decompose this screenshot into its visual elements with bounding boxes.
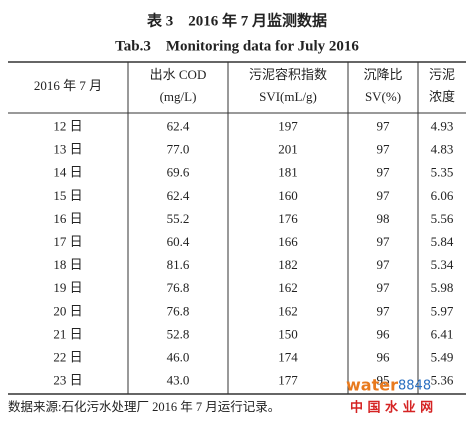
table-cell: 17 日 <box>53 234 82 249</box>
table-cell: 81.6 <box>167 257 190 272</box>
table-cell: 5.84 <box>431 234 454 249</box>
table-cell: 197 <box>278 119 298 134</box>
table-cell: 6.06 <box>431 188 454 203</box>
table-cell: 15 日 <box>53 188 82 203</box>
table-cell: 5.49 <box>431 350 454 365</box>
header-cell: 污泥容积指数 <box>249 67 327 82</box>
table-cell: 18 日 <box>53 257 82 272</box>
table-cell: 62.4 <box>167 188 190 203</box>
table-cell: 162 <box>278 303 298 318</box>
header-cell: SV(%) <box>365 89 401 104</box>
header-cell: 2016 年 7 月 <box>34 78 102 93</box>
table-cell: 97 <box>377 119 391 134</box>
table-cell: 97 <box>377 188 391 203</box>
table-cell: 177 <box>278 373 298 388</box>
table-cell: 6.41 <box>431 326 454 341</box>
table-cell: 166 <box>278 234 298 249</box>
table-cell: 20 日 <box>53 303 82 318</box>
table-cell: 13 日 <box>53 142 82 157</box>
header-cell: 出水 COD <box>150 67 207 82</box>
table-cell: 23 日 <box>53 373 82 388</box>
table-cell: 201 <box>278 142 298 157</box>
table-cell: 97 <box>377 165 391 180</box>
table-cell: 19 日 <box>53 280 82 295</box>
table-cell: 55.2 <box>167 211 190 226</box>
source-note: 数据来源:石化污水处理厂 2016 年 7 月运行记录。 <box>8 399 280 414</box>
table-cell: 97 <box>377 280 391 295</box>
table-cell: 5.35 <box>431 165 454 180</box>
table-cell: 5.34 <box>431 257 454 272</box>
header-cell: 沉降比 <box>363 67 402 82</box>
table-cell: 43.0 <box>167 373 190 388</box>
table-cell: 97 <box>377 142 391 157</box>
table-cell: 21 日 <box>53 326 82 341</box>
table-cell: 181 <box>278 165 298 180</box>
table-cell: 174 <box>278 350 298 365</box>
table-cell: 182 <box>278 257 298 272</box>
table-cell: 5.56 <box>431 211 454 226</box>
table-cell: 5.98 <box>431 280 454 295</box>
table-cell: 162 <box>278 280 298 295</box>
header-cell: 浓度 <box>429 89 455 104</box>
table-cell: 160 <box>278 188 298 203</box>
table-cell: 4.83 <box>431 142 454 157</box>
table-cell: 5.97 <box>431 303 454 318</box>
table-cell: 96 <box>377 350 391 365</box>
table-cell: 62.4 <box>167 119 190 134</box>
table-cell: 77.0 <box>167 142 190 157</box>
table-cell: 52.8 <box>167 326 190 341</box>
header-cell: SVI(mL/g) <box>259 89 317 104</box>
table-cell: 76.8 <box>167 303 190 318</box>
table-cell: 5.36 <box>431 373 454 388</box>
table-cell: 97 <box>377 303 391 318</box>
table-cell: 69.6 <box>167 165 190 180</box>
watermark-site: 中 国 水 业 网 <box>350 400 433 416</box>
table-cell: 96 <box>377 326 391 341</box>
header-cell: 污泥 <box>429 67 455 82</box>
table-cell: 176 <box>278 211 298 226</box>
title-zh: 表 3 2016 年 7 月监测数据 <box>147 11 327 29</box>
table-cell: 22 日 <box>53 350 82 365</box>
title-en: Tab.3 Monitoring data for July 2016 <box>115 38 359 54</box>
table-cell: 97 <box>377 257 391 272</box>
table-cell: 95 <box>377 373 390 388</box>
watermark-logo: water <box>346 376 398 395</box>
table-cell: 97 <box>377 234 391 249</box>
table-cell: 150 <box>278 326 298 341</box>
watermark-logo-num: 8848 <box>398 379 431 394</box>
table-cell: 46.0 <box>167 350 190 365</box>
table-cell: 98 <box>377 211 390 226</box>
table-cell: 4.93 <box>431 119 454 134</box>
table-cell: 16 日 <box>53 211 82 226</box>
header-cell: (mg/L) <box>160 89 197 104</box>
table-cell: 12 日 <box>53 119 82 134</box>
table-cell: 60.4 <box>167 234 190 249</box>
table-cell: 76.8 <box>167 280 190 295</box>
table-cell: 14 日 <box>53 165 82 180</box>
